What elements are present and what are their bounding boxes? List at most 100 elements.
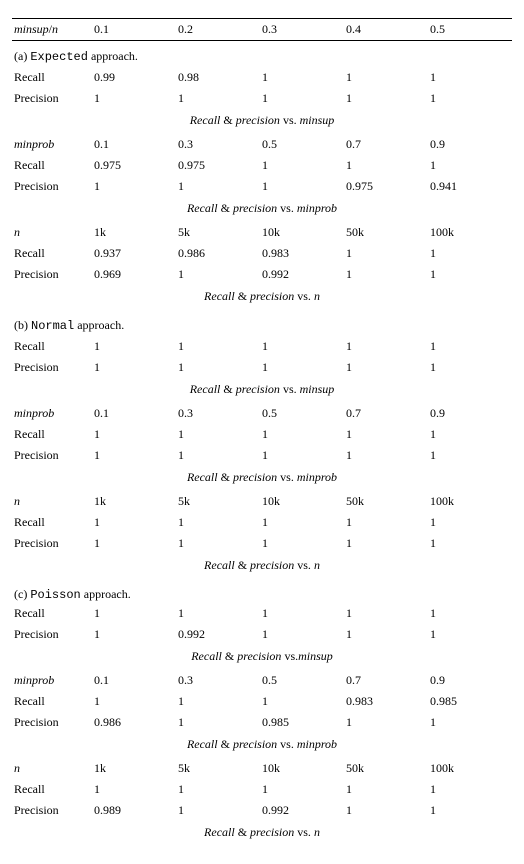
- blk-0-2-hcol-0: 1k: [92, 222, 176, 243]
- blk-0-2-hcol-2: 10k: [260, 222, 344, 243]
- blk-0-1-hcol-3: 0.7: [344, 134, 428, 155]
- blk-1-2-hcol-1: 5k: [176, 491, 260, 512]
- row-0-1-1-label: Precision: [12, 176, 92, 197]
- blk-0-1-hcol-2: 0.5: [260, 134, 344, 155]
- row-2-1-1-c2: 0.985: [260, 712, 344, 733]
- row-2-1-1-label: Precision: [12, 712, 92, 733]
- row-1-1-0-c0: 1: [92, 424, 176, 445]
- row-2-1-0-c0: 1: [92, 691, 176, 712]
- row-0-1-1-c0: 1: [92, 176, 176, 197]
- blk-1-1-hcol-2: 0.5: [260, 403, 344, 424]
- blk-0-2-hcol-1: 5k: [176, 222, 260, 243]
- row-1-1-1-c3: 1: [344, 445, 428, 466]
- blk-0-2-hcol-4: 100k: [428, 222, 512, 243]
- row-2-0-0-c0: 1: [92, 605, 176, 624]
- subcap-0-2: Recall & precision vs. n: [12, 285, 512, 310]
- row-1-1-1-label: Precision: [12, 445, 92, 466]
- subcap-2-0: Recall & precision vs.minsup: [12, 645, 512, 670]
- row-0-2-0-label: Recall: [12, 243, 92, 264]
- blk-1-2-hcol-0: 1k: [92, 491, 176, 512]
- row-2-1-1-c4: 1: [428, 712, 512, 733]
- row-2-0-1-c4: 1: [428, 624, 512, 645]
- row-0-1-0-c1: 0.975: [176, 155, 260, 176]
- row-1-0-1-c4: 1: [428, 357, 512, 378]
- row-0-1-0-c4: 1: [428, 155, 512, 176]
- row-1-2-1-label: Precision: [12, 533, 92, 554]
- row-1-2-0-c1: 1: [176, 512, 260, 533]
- results-table: minsup/n0.10.20.30.40.5(a) Expected appr…: [12, 18, 512, 846]
- row-1-0-1-label: Precision: [12, 357, 92, 378]
- blk-2-2-hcol-2: 10k: [260, 758, 344, 779]
- row-1-0-0-c3: 1: [344, 336, 428, 357]
- row-0-0-1-c0: 1: [92, 88, 176, 109]
- subcap-2-2: Recall & precision vs. n: [12, 821, 512, 846]
- row-0-1-1-c2: 1: [260, 176, 344, 197]
- header-col-3: 0.4: [344, 19, 428, 41]
- row-1-2-0-c2: 1: [260, 512, 344, 533]
- blk-0-1-hcol-1: 0.3: [176, 134, 260, 155]
- row-1-1-0-c2: 1: [260, 424, 344, 445]
- row-0-0-0-c3: 1: [344, 67, 428, 88]
- row-0-2-1-label: Precision: [12, 264, 92, 285]
- section-caption-2: (c) Poisson approach.: [12, 579, 512, 605]
- blk-1-1-hcol-1: 0.3: [176, 403, 260, 424]
- row-1-1-1-c4: 1: [428, 445, 512, 466]
- row-1-2-1-c2: 1: [260, 533, 344, 554]
- row-2-2-1-c4: 1: [428, 800, 512, 821]
- row-1-0-0-c1: 1: [176, 336, 260, 357]
- blk-0-1-hlabel: minprob: [12, 134, 92, 155]
- subcap-2-1: Recall & precision vs. minprob: [12, 733, 512, 758]
- row-2-1-0-c1: 1: [176, 691, 260, 712]
- header-col-4: 0.5: [428, 19, 512, 41]
- row-2-2-0-c3: 1: [344, 779, 428, 800]
- row-1-1-1-c1: 1: [176, 445, 260, 466]
- row-1-0-1-c1: 1: [176, 357, 260, 378]
- blk-1-1-hcol-3: 0.7: [344, 403, 428, 424]
- row-2-1-1-c0: 0.986: [92, 712, 176, 733]
- row-2-2-0-c2: 1: [260, 779, 344, 800]
- subcap-0-1: Recall & precision vs. minprob: [12, 197, 512, 222]
- subcap-0-0: Recall & precision vs. minsup: [12, 109, 512, 134]
- row-2-2-0-c0: 1: [92, 779, 176, 800]
- row-0-2-0-c0: 0.937: [92, 243, 176, 264]
- row-1-0-1-c2: 1: [260, 357, 344, 378]
- row-0-2-1-c0: 0.969: [92, 264, 176, 285]
- row-1-2-1-c0: 1: [92, 533, 176, 554]
- blk-1-1-hcol-0: 0.1: [92, 403, 176, 424]
- row-0-2-0-c2: 0.983: [260, 243, 344, 264]
- blk-1-2-hcol-2: 10k: [260, 491, 344, 512]
- row-2-1-0-c3: 0.983: [344, 691, 428, 712]
- row-1-2-0-c0: 1: [92, 512, 176, 533]
- row-2-2-0-c4: 1: [428, 779, 512, 800]
- header-col-1: 0.2: [176, 19, 260, 41]
- row-2-0-0-c1: 1: [176, 605, 260, 624]
- row-1-1-0-c3: 1: [344, 424, 428, 445]
- row-2-0-1-c1: 0.992: [176, 624, 260, 645]
- blk-0-1-hcol-4: 0.9: [428, 134, 512, 155]
- row-2-1-0-c2: 1: [260, 691, 344, 712]
- row-0-2-1-c4: 1: [428, 264, 512, 285]
- row-2-0-1-label: Precision: [12, 624, 92, 645]
- row-0-1-1-c3: 0.975: [344, 176, 428, 197]
- row-1-1-1-c2: 1: [260, 445, 344, 466]
- row-1-0-1-c0: 1: [92, 357, 176, 378]
- row-2-0-0-c4: 1: [428, 605, 512, 624]
- subcap-1-2: Recall & precision vs. n: [12, 554, 512, 579]
- row-1-2-1-c4: 1: [428, 533, 512, 554]
- row-1-2-1-c1: 1: [176, 533, 260, 554]
- row-2-2-0-label: Recall: [12, 779, 92, 800]
- blk-0-2-hlabel: n: [12, 222, 92, 243]
- row-0-0-0-c4: 1: [428, 67, 512, 88]
- row-2-0-1-c0: 1: [92, 624, 176, 645]
- row-1-1-1-c0: 1: [92, 445, 176, 466]
- row-2-1-0-c4: 0.985: [428, 691, 512, 712]
- row-0-1-0-c2: 1: [260, 155, 344, 176]
- row-2-0-0-c3: 1: [344, 605, 428, 624]
- row-0-2-0-c4: 1: [428, 243, 512, 264]
- blk-1-2-hcol-3: 50k: [344, 491, 428, 512]
- row-2-0-1-c2: 1: [260, 624, 344, 645]
- row-0-0-1-c1: 1: [176, 88, 260, 109]
- blk-0-1-hcol-0: 0.1: [92, 134, 176, 155]
- header-col-0: 0.1: [92, 19, 176, 41]
- row-1-2-1-c3: 1: [344, 533, 428, 554]
